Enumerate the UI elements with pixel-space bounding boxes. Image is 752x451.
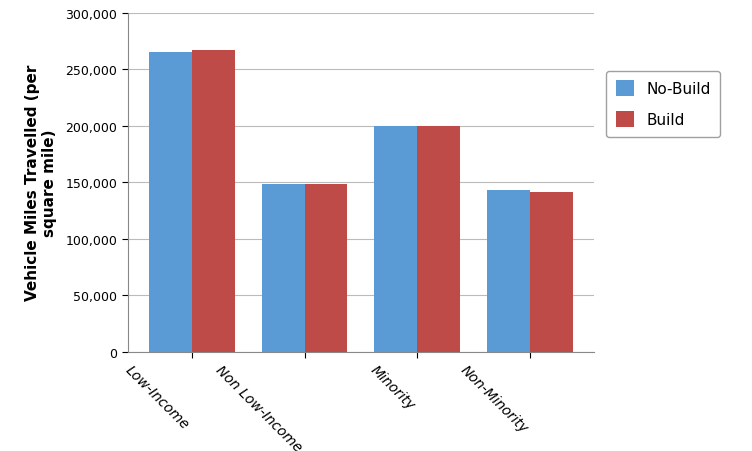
Bar <box>192 51 235 352</box>
Bar <box>530 193 573 352</box>
Bar <box>262 185 305 352</box>
Y-axis label: Vehicle Miles Travelled (per
square mile): Vehicle Miles Travelled (per square mile… <box>25 65 57 300</box>
Bar <box>374 126 417 352</box>
Bar <box>487 190 530 352</box>
Bar <box>149 53 192 352</box>
Bar <box>417 126 460 352</box>
Bar <box>305 185 347 352</box>
Legend: No-Build, Build: No-Build, Build <box>606 72 720 137</box>
